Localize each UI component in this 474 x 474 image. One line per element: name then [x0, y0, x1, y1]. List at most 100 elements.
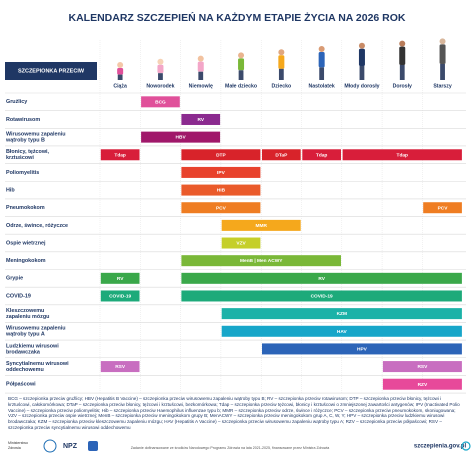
row-label: Wirusowemu zapaleniu [6, 132, 66, 138]
vaccine-label: RSV [115, 364, 126, 370]
row-label: Syncytialnemu wirusowi [6, 361, 69, 367]
row-label: oddechowemu [6, 367, 44, 373]
body [117, 68, 124, 75]
row-label: Kleszczowemu [6, 308, 44, 314]
body [278, 55, 285, 69]
column-label: Niemowlę [189, 83, 213, 89]
vaccine-bar [423, 202, 462, 214]
vaccine-label: HAV [337, 329, 348, 335]
body [238, 58, 245, 71]
vaccine-label: HIB [217, 188, 226, 194]
column-label: Młody dorosły [344, 83, 379, 89]
vaccine-label: DTaP [275, 152, 288, 158]
row-label: Hib [6, 187, 15, 193]
head [157, 58, 164, 65]
vaccine-bar [181, 184, 261, 196]
vaccine-label: RV [197, 117, 204, 123]
legs [278, 68, 284, 80]
head [439, 38, 446, 45]
vaccine-bar [181, 149, 261, 161]
row-label: zapaleniu mózgu [6, 314, 49, 320]
body [399, 46, 406, 65]
row-label: Ospie wietrznej [6, 240, 46, 246]
vaccine-bar [221, 237, 261, 249]
row-label: Ludzkiemu wirusowi [6, 343, 59, 349]
vaccine-label: RZV [418, 382, 428, 388]
vaccine-bar [181, 290, 462, 302]
legend: BCG – szczepionka przeciw gruźlicy; HBV … [8, 396, 464, 431]
body [439, 44, 446, 64]
legs [440, 63, 445, 80]
column-label: Dorosły [393, 83, 412, 89]
vaccine-label: PCV [438, 205, 449, 211]
vaccine-bar [100, 361, 140, 373]
row-label: Rotawirusom [6, 117, 40, 123]
column-label: Dziecko [272, 83, 292, 89]
legend-text: BCG – szczepionka przeciw gruźlicy; HBV … [8, 396, 460, 430]
grid [5, 40, 466, 394]
title: KALENDARZ SZCZEPIEŃ NA KAŻDYM ETAPIE ŻYC… [69, 11, 406, 24]
row-label: Grużlicy [6, 99, 27, 105]
npz: NPZ [63, 443, 78, 450]
vaccine-label: COVID-19 [109, 294, 131, 300]
vaccine-bar [262, 149, 301, 161]
rows: Grużlicy BCG Rotawirusom RV Wirusowemu zapal… [5, 96, 462, 390]
vaccine-bar [221, 219, 301, 231]
vaccine-bar [342, 149, 462, 161]
row-label: Pneumokokom [6, 205, 45, 211]
vaccine-bar [141, 96, 180, 108]
row-label: Odrze, śwince, różyczce [6, 223, 68, 229]
vaccine-label: Tdap [114, 152, 126, 158]
vaccine-bar [302, 149, 341, 161]
foot-note: Zadanie dofinansowane ze środków Narodow… [130, 446, 330, 450]
column-label: Ciąża [113, 83, 127, 89]
vaccine-label: Tdap [397, 152, 409, 158]
vaccine-bar [181, 202, 261, 214]
vaccine-bar [100, 290, 140, 302]
body [358, 48, 365, 66]
vaccine-label: MMR [255, 223, 267, 229]
vaccine-bar [221, 325, 462, 337]
vaccine-bar [181, 255, 341, 267]
vaccine-bar [181, 113, 221, 125]
row-label: COVID-19 [6, 293, 31, 299]
row-header-box [5, 62, 97, 80]
vaccine-label: IPV [217, 170, 226, 176]
ministry: Ministerstwo [8, 441, 28, 445]
legs [319, 67, 325, 80]
body [197, 61, 204, 72]
head [238, 52, 245, 59]
site-logo [461, 441, 471, 451]
column-label: Małe dziecko [225, 83, 257, 89]
vaccine-label: MenB | Men ACWY [240, 258, 283, 264]
footer: Ministerstwo Zdrowia NPZ szczepienia.gov… [8, 439, 471, 453]
head [399, 40, 406, 47]
body [157, 64, 164, 74]
vaccine-label: VZV [236, 241, 246, 247]
row-label: Półpaścowi [6, 382, 36, 388]
column-label: Starszy [433, 83, 452, 89]
legs [399, 64, 405, 80]
row-label: brodawczaka [6, 349, 41, 355]
site: szczepienia.gov.pl [414, 444, 467, 450]
vaccine-bar [181, 166, 261, 178]
head [117, 62, 124, 68]
vaccine-label: HBV [176, 135, 187, 141]
vaccine-label: Tdap [316, 152, 328, 158]
legs [359, 65, 365, 80]
head [197, 55, 204, 62]
column-label: Noworodek [146, 83, 174, 89]
legs [158, 73, 163, 80]
vaccine-label: DTP [216, 152, 226, 158]
vaccine-bar [181, 272, 462, 284]
row-header: SZCZEPIONKA PRZECIW [18, 68, 85, 74]
row-label: krztuścowi [6, 155, 34, 161]
vaccine-bar [382, 378, 462, 390]
row-label: Błonicy, tężcowi, [6, 149, 50, 155]
legs [238, 70, 244, 80]
row-label: wątroby typu A [5, 332, 45, 338]
row-label: wątroby typu B [5, 138, 45, 144]
vaccine-bar [262, 343, 462, 355]
